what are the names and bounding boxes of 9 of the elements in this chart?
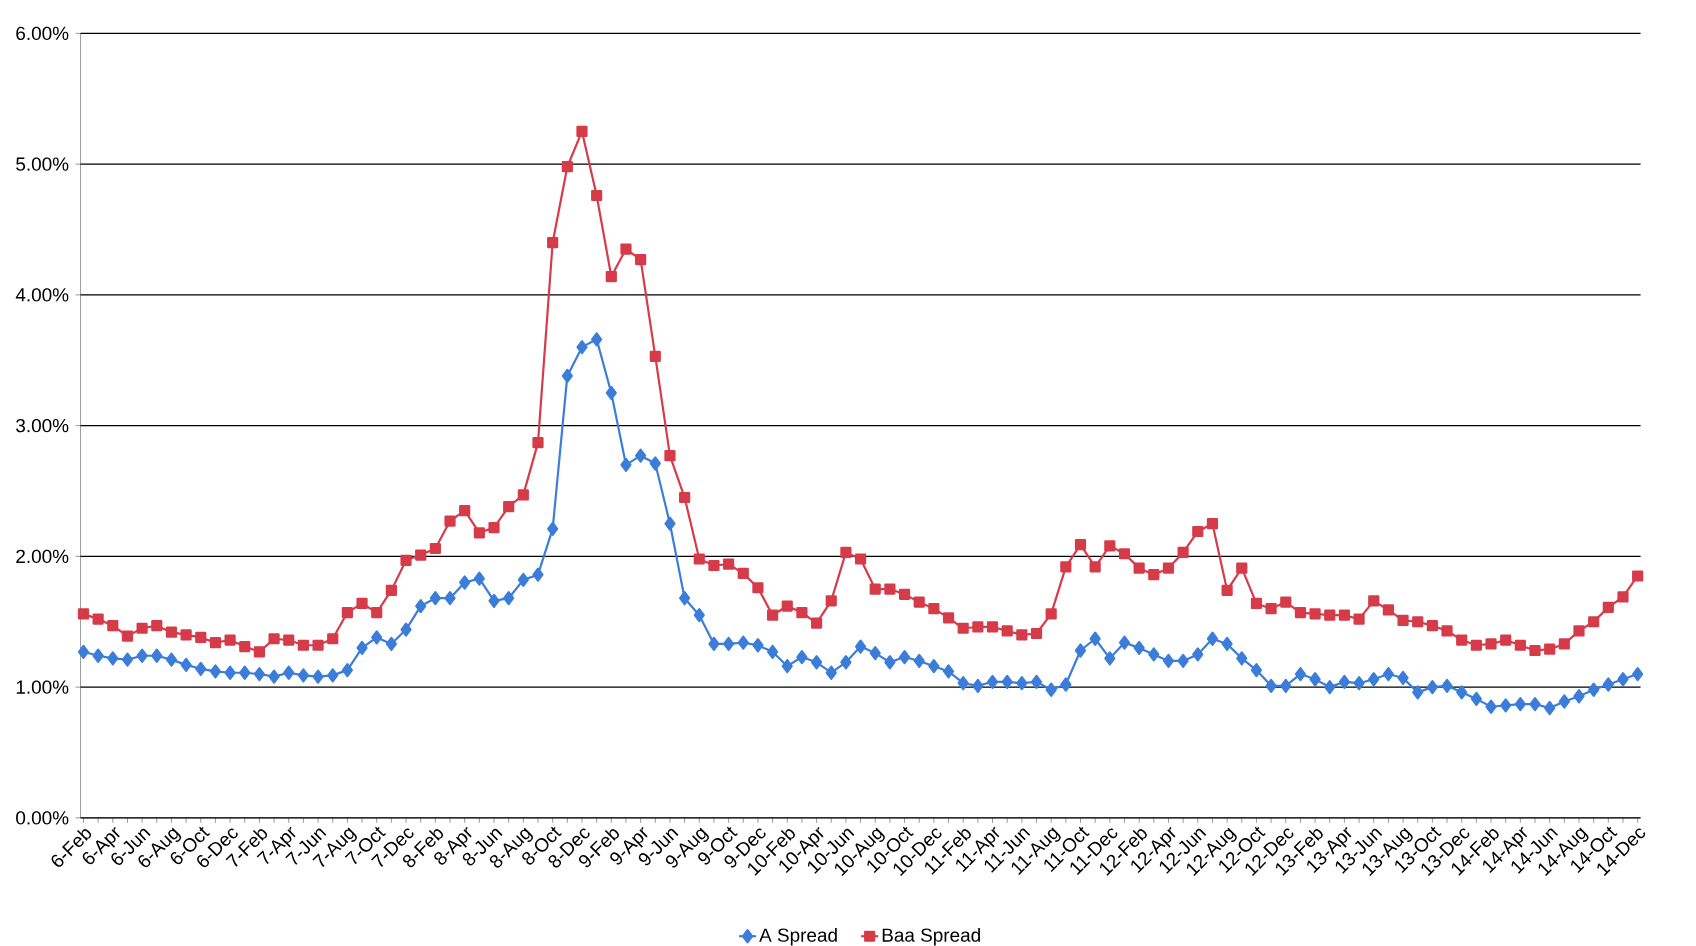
y-tick-label: 6.00% bbox=[16, 26, 69, 41]
y-tick-label: 1.00% bbox=[16, 680, 69, 694]
y-tick-label: 5.00% bbox=[16, 157, 69, 171]
y-tick-label: 3.00% bbox=[16, 418, 69, 433]
y-tick-label: 4.00% bbox=[15, 288, 69, 302]
legend-label: A Spread bbox=[759, 927, 837, 946]
legend-label: Baa Spread bbox=[882, 927, 980, 946]
y-tick-label: 0.00% bbox=[16, 811, 69, 825]
y-tick-label: 2.00% bbox=[16, 549, 69, 564]
